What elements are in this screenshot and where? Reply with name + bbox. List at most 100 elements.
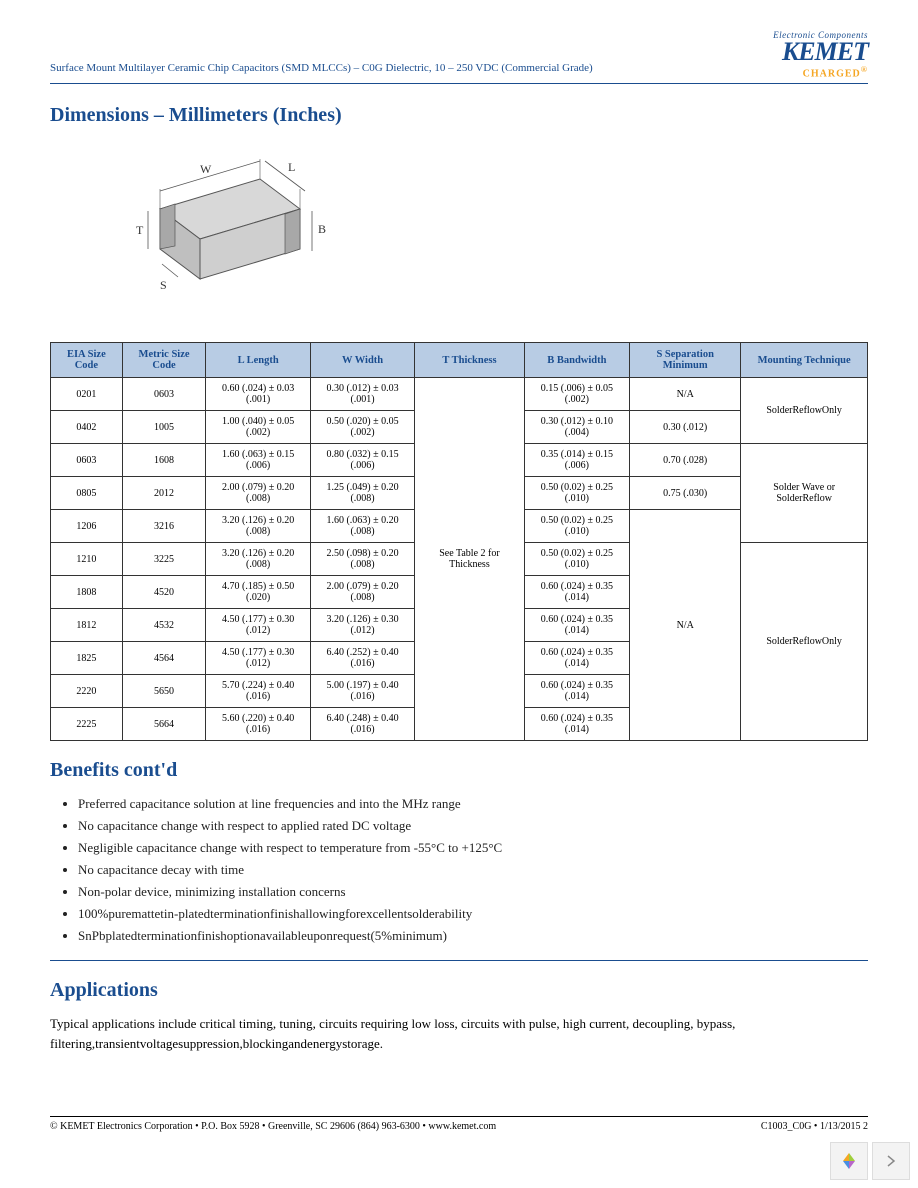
table-cell: 2.00 (.079) ± 0.20 (.008) (206, 477, 311, 510)
table-cell: 1.60 (.063) ± 0.15 (.006) (206, 444, 311, 477)
label-t: T (136, 223, 144, 237)
table-cell: 0201 (51, 378, 123, 411)
table-cell: 5664 (122, 708, 206, 741)
table-cell: 0.80 (.032) ± 0.15 (.006) (310, 444, 414, 477)
table-cell: 0.50 (0.02) ± 0.25 (.010) (524, 477, 629, 510)
list-item: 100%puremattetin-platedterminationfinish… (78, 906, 868, 922)
footer-left: © KEMET Electronics Corporation • P.O. B… (50, 1121, 496, 1132)
col-length: L Length (206, 343, 311, 378)
table-cell: N/A (630, 510, 741, 741)
table-cell: 0.70 (.028) (630, 444, 741, 477)
table-cell: 0.60 (.024) ± 0.03 (.001) (206, 378, 311, 411)
logo-text: KEMET (773, 40, 868, 65)
table-cell: 3225 (122, 543, 206, 576)
table-cell: 1206 (51, 510, 123, 543)
col-eia: EIA Size Code (51, 343, 123, 378)
table-cell: 2225 (51, 708, 123, 741)
footer-right: C1003_C0G • 1/13/2015 2 (761, 1121, 868, 1132)
table-cell: 4.70 (.185) ± 0.50 (.020) (206, 576, 311, 609)
table-cell: 0.15 (.006) ± 0.05 (.002) (524, 378, 629, 411)
page-footer: © KEMET Electronics Corporation • P.O. B… (50, 1116, 868, 1132)
col-mounting: Mounting Technique (741, 343, 868, 378)
label-s: S (160, 278, 167, 292)
brand-logo: Electronic Components KEMET CHARGED® (773, 30, 868, 79)
label-b: B (318, 222, 326, 236)
table-cell: 0805 (51, 477, 123, 510)
table-header: EIA Size Code Metric Size Code L Length … (51, 343, 868, 378)
table-cell: 3.20 (.126) ± 0.20 (.008) (206, 510, 311, 543)
table-cell: 1.00 (.040) ± 0.05 (.002) (206, 411, 311, 444)
table-cell: 1.60 (.063) ± 0.20 (.008) (310, 510, 414, 543)
table-cell: SolderReflowOnly (741, 378, 868, 444)
table-cell: See Table 2 for Thickness (415, 378, 524, 741)
table-cell: 0.50 (0.02) ± 0.25 (.010) (524, 543, 629, 576)
table-cell: 5.70 (.224) ± 0.40 (.016) (206, 675, 311, 708)
table-cell: 0.30 (.012) ± 0.03 (.001) (310, 378, 414, 411)
table-cell: 1812 (51, 609, 123, 642)
table-cell: 2012 (122, 477, 206, 510)
table-cell: 4520 (122, 576, 206, 609)
table-cell: 0.75 (.030) (630, 477, 741, 510)
table-cell: 0.50 (.020) ± 0.05 (.002) (310, 411, 414, 444)
nav-next-button[interactable] (872, 1142, 910, 1180)
table-cell: 3.20 (.126) ± 0.20 (.008) (206, 543, 311, 576)
table-cell: 1825 (51, 642, 123, 675)
table-cell: 0603 (122, 378, 206, 411)
table-cell: 0603 (51, 444, 123, 477)
table-cell: 3.20 (.126) ± 0.30 (.012) (310, 609, 414, 642)
nav-home-button[interactable] (830, 1142, 868, 1180)
table-cell: 0.60 (.024) ± 0.35 (.014) (524, 675, 629, 708)
table-cell: 0.60 (.024) ± 0.35 (.014) (524, 609, 629, 642)
list-item: No capacitance change with respect to ap… (78, 818, 868, 834)
col-separation: S Separation Minimum (630, 343, 741, 378)
table-cell: 2.00 (.079) ± 0.20 (.008) (310, 576, 414, 609)
table-cell: 0.30 (.012) (630, 411, 741, 444)
dimensions-heading: Dimensions – Millimeters (Inches) (50, 104, 868, 127)
list-item: SnPbplatedterminationfinishoptionavailab… (78, 928, 868, 944)
table-cell: 5.60 (.220) ± 0.40 (.016) (206, 708, 311, 741)
table-cell: 4564 (122, 642, 206, 675)
table-cell: 5.00 (.197) ± 0.40 (.016) (310, 675, 414, 708)
table-cell: 0.60 (.024) ± 0.35 (.014) (524, 708, 629, 741)
label-l: L (288, 160, 295, 174)
applications-text: Typical applications include critical ti… (50, 1014, 868, 1053)
table-cell: 6.40 (.248) ± 0.40 (.016) (310, 708, 414, 741)
chip-diagram: W L T B S (100, 139, 868, 324)
table-cell: 1608 (122, 444, 206, 477)
table-cell: 0.60 (.024) ± 0.35 (.014) (524, 576, 629, 609)
list-item: No capacitance decay with time (78, 862, 868, 878)
table-cell: 4.50 (.177) ± 0.30 (.012) (206, 642, 311, 675)
list-item: Preferred capacitance solution at line f… (78, 796, 868, 812)
table-cell: 1210 (51, 543, 123, 576)
table-cell: SolderReflowOnly (741, 543, 868, 741)
page-header: Surface Mount Multilayer Ceramic Chip Ca… (50, 30, 868, 84)
doc-title: Surface Mount Multilayer Ceramic Chip Ca… (50, 30, 593, 74)
list-item: Negligible capacitance change with respe… (78, 840, 868, 856)
nav-widget (830, 1142, 910, 1180)
table-cell: 1808 (51, 576, 123, 609)
table-cell: 5650 (122, 675, 206, 708)
table-cell: Solder Wave or SolderReflow (741, 444, 868, 543)
col-width: W Width (310, 343, 414, 378)
divider (50, 960, 868, 961)
table-cell: N/A (630, 378, 741, 411)
table-cell: 2.50 (.098) ± 0.20 (.008) (310, 543, 414, 576)
applications-heading: Applications (50, 979, 868, 1002)
table-cell: 0.35 (.014) ± 0.15 (.006) (524, 444, 629, 477)
table-cell: 4532 (122, 609, 206, 642)
label-w: W (200, 162, 212, 176)
table-cell: 3216 (122, 510, 206, 543)
logo-subtext: CHARGED® (773, 65, 868, 79)
col-bandwidth: B Bandwidth (524, 343, 629, 378)
col-thickness: T Thickness (415, 343, 524, 378)
table-cell: 1.25 (.049) ± 0.20 (.008) (310, 477, 414, 510)
table-row: 020106030.60 (.024) ± 0.03 (.001)0.30 (.… (51, 378, 868, 411)
benefits-heading: Benefits cont'd (50, 759, 868, 782)
benefits-list: Preferred capacitance solution at line f… (78, 796, 868, 944)
table-cell: 0.50 (0.02) ± 0.25 (.010) (524, 510, 629, 543)
table-cell: 0402 (51, 411, 123, 444)
col-metric: Metric Size Code (122, 343, 206, 378)
table-cell: 0.60 (.024) ± 0.35 (.014) (524, 642, 629, 675)
table-cell: 4.50 (.177) ± 0.30 (.012) (206, 609, 311, 642)
dimensions-table: EIA Size Code Metric Size Code L Length … (50, 342, 868, 741)
